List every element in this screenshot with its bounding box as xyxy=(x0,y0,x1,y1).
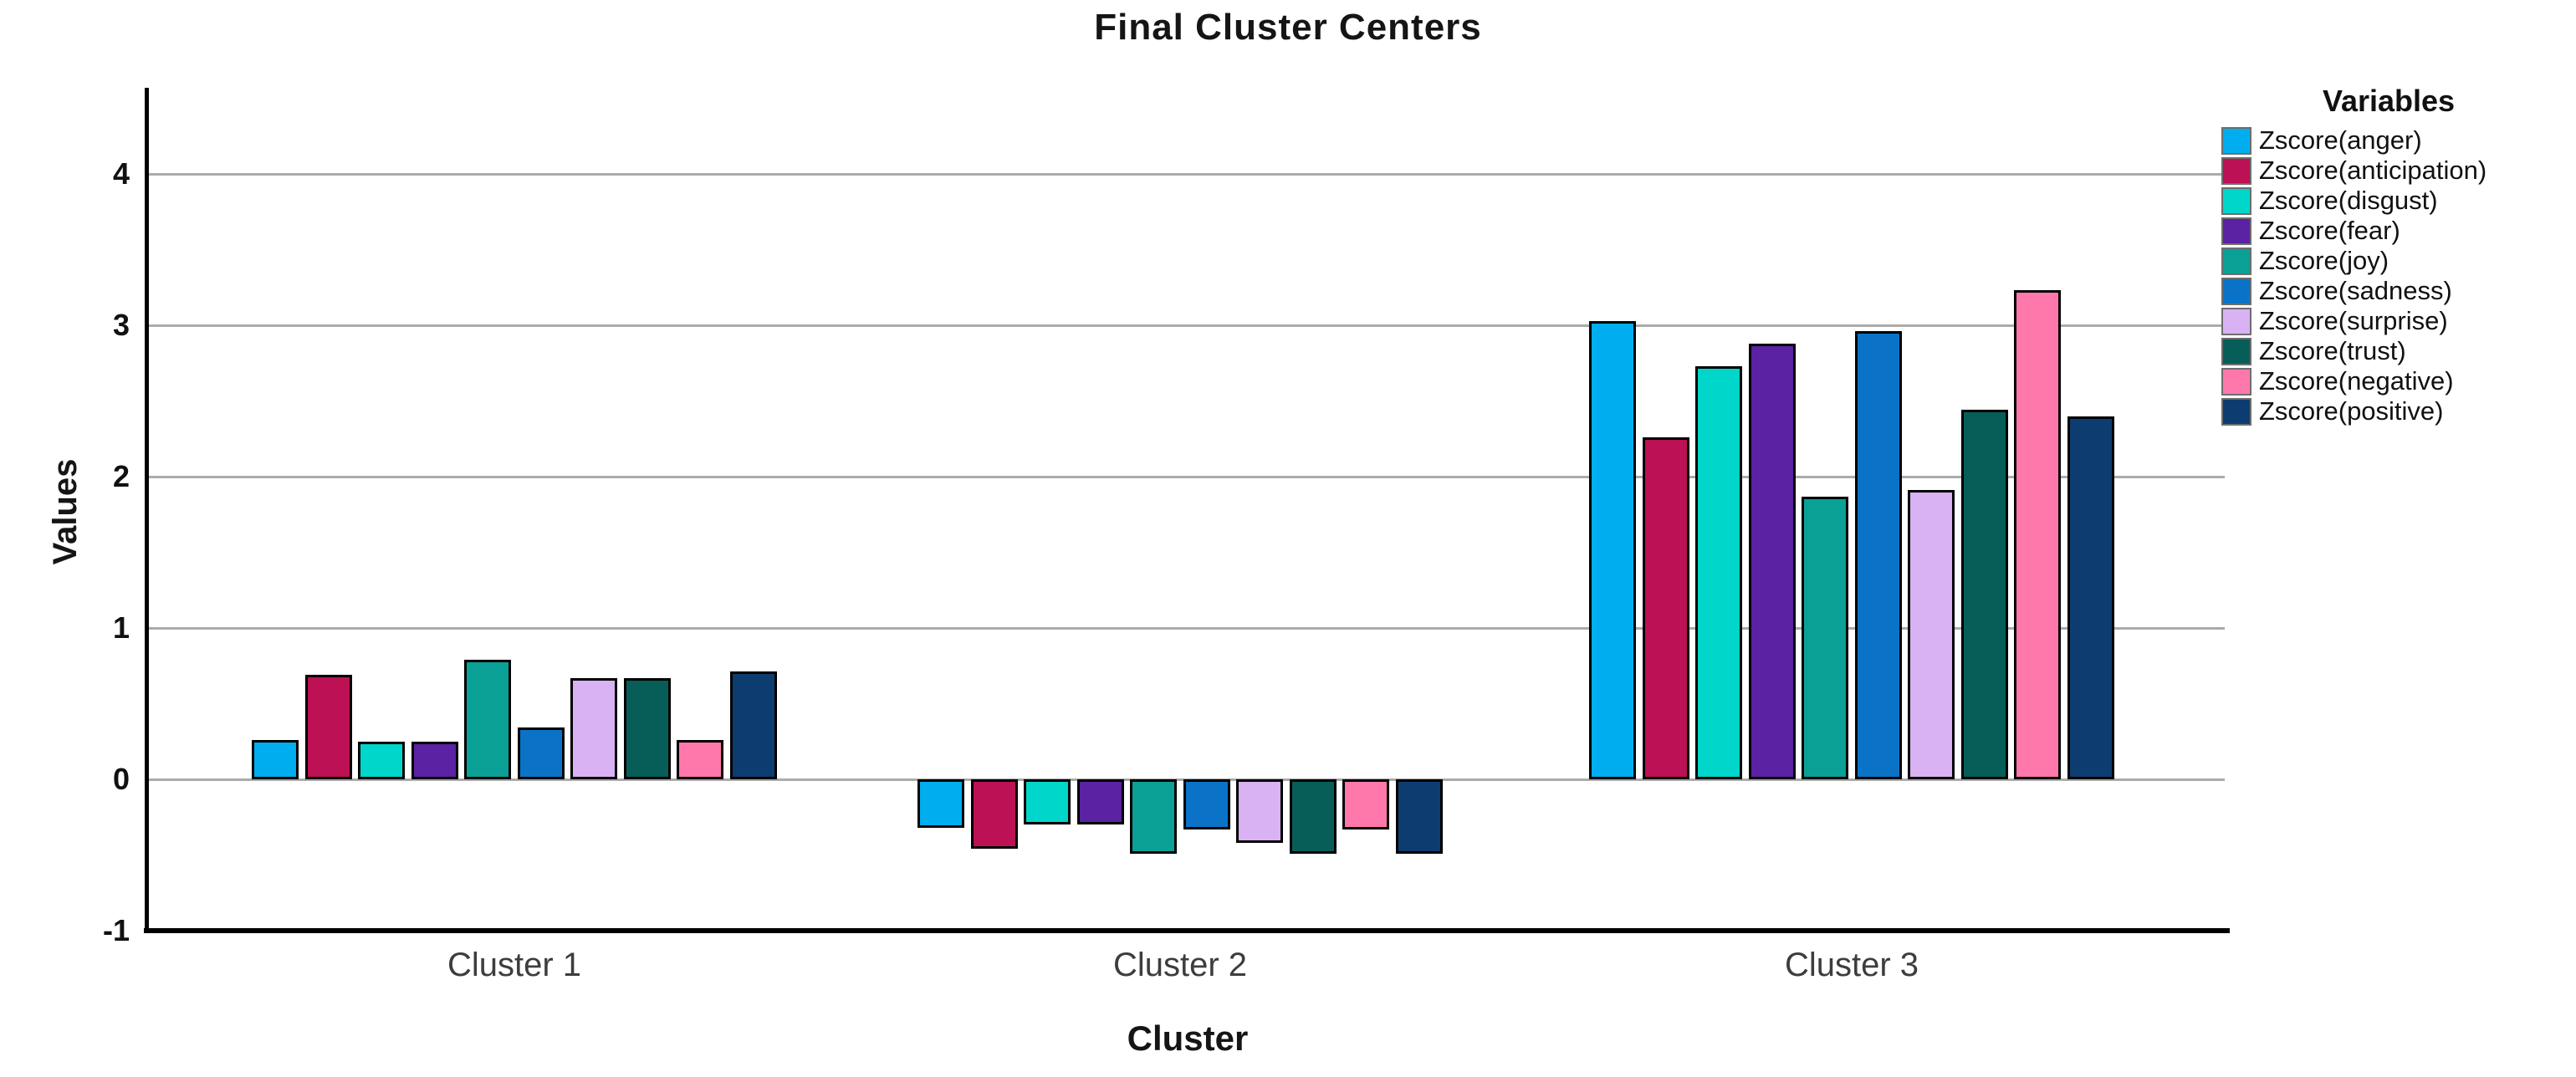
y-tick-label-2: 2 xyxy=(112,459,130,493)
bar-cluster2-joy xyxy=(1130,779,1177,854)
legend-swatch-disgust xyxy=(2221,186,2251,215)
bar-cluster1-positive xyxy=(729,671,777,779)
bar-cluster1-disgust xyxy=(358,741,405,779)
legend-item-sadness: Zscore(sadness) xyxy=(2221,276,2576,306)
bar-cluster1-negative xyxy=(677,739,723,779)
y-tick-label--1: -1 xyxy=(102,913,130,947)
y-axis-title: Values xyxy=(47,458,84,565)
legend-swatch-fear xyxy=(2221,217,2251,245)
legend-rows: Zscore(anger) Zscore(anticipation) Zscore(… xyxy=(2221,125,2576,426)
legend-item-joy: Zscore(joy) xyxy=(2221,246,2576,276)
legend-label-disgust: Zscore(disgust) xyxy=(2259,186,2438,215)
bar-cluster3-negative xyxy=(2014,290,2061,779)
bar-cluster2-trust xyxy=(1289,779,1337,854)
legend-label-positive: Zscore(positive) xyxy=(2259,396,2444,426)
bar-cluster2-anger xyxy=(917,779,964,828)
legend-item-anticipation: Zscore(anticipation) xyxy=(2221,156,2576,186)
legend-label-surprise: Zscore(surprise) xyxy=(2259,306,2448,335)
legend-swatch-positive xyxy=(2221,397,2251,426)
legend-label-sadness: Zscore(sadness) xyxy=(2259,276,2452,305)
bar-cluster3-positive xyxy=(2067,416,2114,779)
bar-cluster3-fear xyxy=(1748,343,1796,779)
category-label-cluster-3: Cluster 3 xyxy=(1784,947,1919,983)
legend-label-trust: Zscore(trust) xyxy=(2259,336,2406,365)
legend-swatch-joy xyxy=(2221,247,2251,275)
bar-cluster1-fear xyxy=(411,741,458,779)
bar-cluster1-surprise xyxy=(570,677,617,779)
gridline-3 xyxy=(148,324,2225,327)
bar-cluster2-sadness xyxy=(1183,779,1230,829)
legend-label-negative: Zscore(negative) xyxy=(2259,366,2454,396)
bar-cluster2-negative xyxy=(1342,779,1389,829)
x-axis-line xyxy=(144,928,2230,933)
legend-swatch-negative xyxy=(2221,367,2251,396)
legend-swatch-sadness xyxy=(2221,277,2251,305)
legend-swatch-anger xyxy=(2221,126,2251,155)
y-axis-line xyxy=(145,88,149,933)
legend-swatch-surprise xyxy=(2221,307,2251,335)
x-axis-title: Cluster xyxy=(1127,1018,1249,1058)
legend-swatch-trust xyxy=(2221,337,2251,365)
y-tick-label-3: 3 xyxy=(112,308,130,342)
y-tick-label-1: 1 xyxy=(112,610,130,645)
legend-item-trust: Zscore(trust) xyxy=(2221,336,2576,366)
bar-cluster3-anger xyxy=(1589,320,1636,779)
legend-item-fear: Zscore(fear) xyxy=(2221,216,2576,246)
bar-cluster3-sadness xyxy=(1854,331,1902,779)
bar-cluster1-anticipation xyxy=(304,675,352,779)
legend: Variables Zscore(anger) Zscore(anticipati… xyxy=(2221,84,2576,426)
bar-cluster2-positive xyxy=(1395,779,1443,854)
legend-item-negative: Zscore(negative) xyxy=(2221,366,2576,396)
legend-item-surprise: Zscore(surprise) xyxy=(2221,306,2576,336)
legend-item-anger: Zscore(anger) xyxy=(2221,125,2576,156)
bar-cluster3-joy xyxy=(1802,496,1848,779)
bar-cluster2-anticipation xyxy=(970,779,1018,850)
legend-swatch-anticipation xyxy=(2221,156,2251,185)
gridline-2 xyxy=(148,476,2225,478)
bar-cluster3-surprise xyxy=(1908,490,1955,779)
bar-cluster3-anticipation xyxy=(1642,436,1689,779)
bar-cluster2-surprise xyxy=(1236,779,1283,844)
legend-label-anger: Zscore(anger) xyxy=(2259,125,2422,155)
bar-cluster1-sadness xyxy=(517,727,565,779)
legend-title: Variables xyxy=(2322,84,2456,118)
category-label-cluster-1: Cluster 1 xyxy=(447,947,582,983)
gridline-4 xyxy=(148,173,2225,176)
legend-item-positive: Zscore(positive) xyxy=(2221,396,2576,426)
legend-label-fear: Zscore(fear) xyxy=(2259,216,2400,245)
bar-cluster1-trust xyxy=(623,677,671,779)
gridline-1 xyxy=(148,627,2225,630)
bar-cluster1-joy xyxy=(464,660,511,779)
y-tick-label-4: 4 xyxy=(112,156,130,191)
legend-item-disgust: Zscore(disgust) xyxy=(2221,186,2576,216)
legend-label-joy: Zscore(joy) xyxy=(2259,246,2389,275)
bar-cluster1-anger xyxy=(252,739,299,779)
legend-label-anticipation: Zscore(anticipation) xyxy=(2259,156,2487,185)
bar-cluster3-trust xyxy=(1960,410,2008,779)
category-label-cluster-2: Cluster 2 xyxy=(1112,947,1248,983)
bar-cluster2-disgust xyxy=(1024,779,1071,825)
y-tick-label-0: 0 xyxy=(112,762,130,796)
chart-title: Final Cluster Centers xyxy=(1094,7,1482,48)
bar-cluster2-fear xyxy=(1076,779,1124,825)
bar-cluster3-disgust xyxy=(1695,365,1742,779)
